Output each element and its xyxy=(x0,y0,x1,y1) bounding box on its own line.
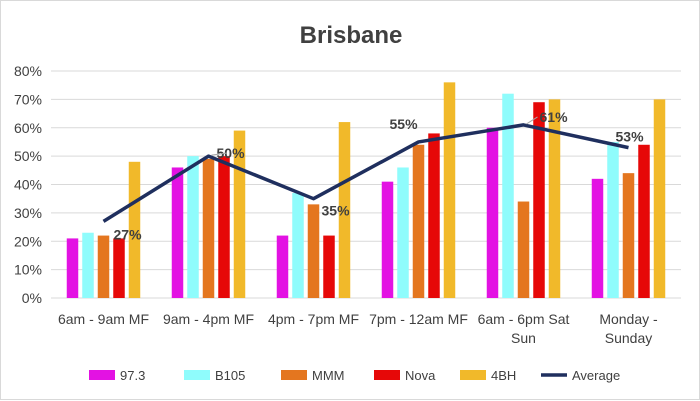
y-tick-label: 60% xyxy=(14,120,42,136)
bar-mmm xyxy=(412,144,425,298)
bar-b105 xyxy=(502,93,514,298)
bar-b105 xyxy=(82,232,94,298)
bar-4bh xyxy=(338,122,351,298)
y-tick-label: 80% xyxy=(14,63,42,79)
legend: 97.3 B105 MMM Nova 4BH Average xyxy=(89,368,620,383)
legend-swatch xyxy=(374,370,400,380)
y-tick-label: 0% xyxy=(22,290,42,306)
x-category-label: 6am - 6pm Sat xyxy=(478,311,570,327)
bar-4bh xyxy=(443,82,456,298)
x-axis-categories: 6am - 9am MF 9am - 4pm MF 4pm - 7pm MF 7pm … xyxy=(58,311,658,346)
legend-swatch xyxy=(184,370,210,380)
data-label-leader xyxy=(211,152,227,156)
bar-97-3 xyxy=(486,127,499,298)
average-data-label: 53% xyxy=(616,129,645,145)
chart-title: Brisbane xyxy=(300,22,403,49)
legend-label: MMM xyxy=(312,368,345,383)
bar-mmm xyxy=(517,201,530,298)
gridlines xyxy=(51,70,681,299)
average-line-group xyxy=(102,123,629,223)
bar-97-3 xyxy=(591,178,604,298)
x-category-label: 6am - 9am MF xyxy=(58,311,149,327)
bar-97-3 xyxy=(381,181,394,298)
bar-4bh xyxy=(128,161,141,298)
bar-b105 xyxy=(187,156,199,298)
x-category-label: Sun xyxy=(511,330,536,346)
bar-97-3 xyxy=(171,167,184,298)
bar-b105 xyxy=(397,167,409,298)
y-tick-label: 50% xyxy=(14,148,42,164)
average-data-label: 55% xyxy=(390,116,419,132)
legend-label: 97.3 xyxy=(120,368,145,383)
y-axis-ticks: 0% 10% 20% 30% 40% 50% 60% 70% 80% xyxy=(14,63,42,306)
bar-4bh xyxy=(653,99,666,298)
bar-b105 xyxy=(292,193,304,298)
bar-nova xyxy=(533,102,545,299)
x-category-label: Monday - xyxy=(599,311,658,327)
average-data-label: 27% xyxy=(114,226,143,242)
legend-label: 4BH xyxy=(491,368,516,383)
bar-mmm xyxy=(307,204,320,298)
legend-label: Average xyxy=(572,368,620,383)
average-data-label: 50% xyxy=(217,145,246,161)
bar-4bh xyxy=(233,130,246,298)
y-tick-label: 30% xyxy=(14,205,42,221)
average-data-label: 35% xyxy=(322,203,351,219)
data-labels: 27% 50% 35% 55% 61% 53% xyxy=(114,109,645,242)
bar-mmm xyxy=(622,173,635,298)
x-category-label: 7pm - 12am MF xyxy=(369,311,468,327)
x-category-label: Sunday xyxy=(605,330,652,346)
bar-mmm xyxy=(97,235,110,298)
bar-97-3 xyxy=(276,235,289,298)
legend-swatch xyxy=(281,370,307,380)
legend-label: Nova xyxy=(405,368,436,383)
y-tick-label: 20% xyxy=(14,233,42,249)
bar-nova xyxy=(323,235,335,298)
legend-swatch xyxy=(460,370,486,380)
bar-b105 xyxy=(607,141,619,298)
x-category-label: 9am - 4pm MF xyxy=(163,311,254,327)
average-data-label: 61% xyxy=(540,109,569,125)
bar-nova xyxy=(638,144,650,298)
legend-swatch xyxy=(89,370,115,380)
bar-nova xyxy=(218,156,230,298)
x-category-label: 4pm - 7pm MF xyxy=(268,311,359,327)
bar-nova xyxy=(113,238,125,298)
y-tick-label: 10% xyxy=(14,262,42,278)
bars xyxy=(66,82,666,299)
y-tick-label: 70% xyxy=(14,91,42,107)
data-label-leader xyxy=(526,116,538,125)
average-line xyxy=(102,123,629,223)
bar-mmm xyxy=(202,158,215,298)
bar-nova xyxy=(428,133,440,298)
legend-label: B105 xyxy=(215,368,245,383)
y-tick-label: 40% xyxy=(14,177,42,193)
bar-4bh xyxy=(548,99,561,298)
bar-97-3 xyxy=(66,238,79,298)
